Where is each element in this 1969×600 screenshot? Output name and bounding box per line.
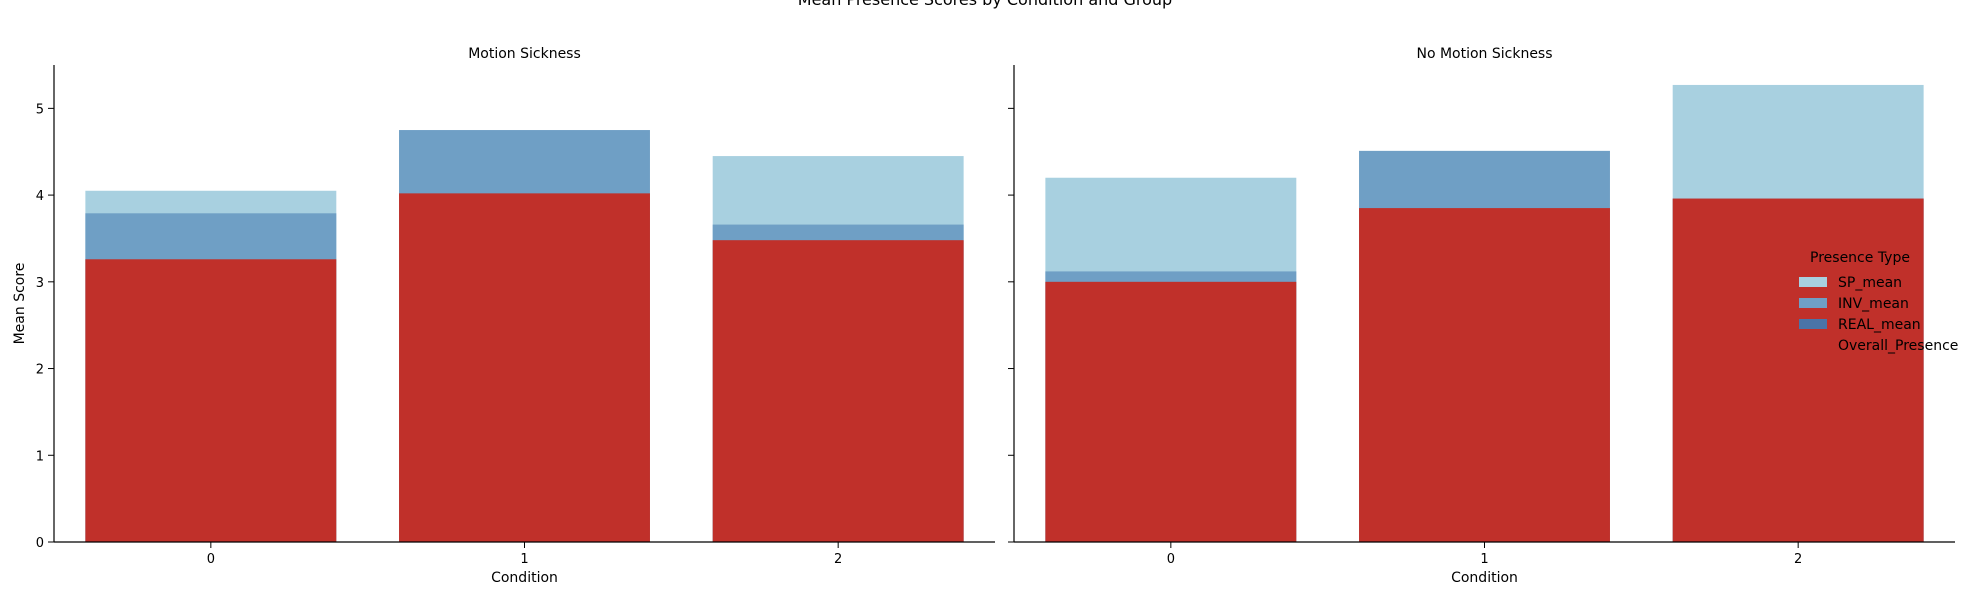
x-tick-label: 2 [1794, 552, 1802, 567]
legend-items: SP_mean INV_mean REAL_mean Overall_Presence [1799, 275, 1958, 354]
x-tick-label: 0 [1167, 552, 1175, 567]
legend-label-INV_mean: INV_mean [1838, 296, 1909, 312]
y-tick-label: 0 [36, 536, 44, 551]
legend-swatch-REAL_mean [1799, 319, 1827, 329]
legend-label-REAL_mean: REAL_mean [1838, 317, 1921, 333]
panel-1: 0 1 2 Condition No Motion Sickness [1008, 46, 1955, 586]
x-tick-label: 1 [1480, 552, 1488, 567]
legend: Presence Type SP_mean INV_mean REAL_mean Ov… [1799, 250, 1958, 354]
x-axis-label: Condition [1451, 570, 1518, 586]
x-axis-label: Condition [491, 570, 558, 586]
y-tick-label: 3 [36, 276, 44, 291]
legend-swatch-INV_mean [1799, 298, 1827, 308]
x-tick-label: 0 [207, 552, 215, 567]
bar-Overall_Presence-0 [1045, 281, 1297, 542]
bar-Overall_Presence-1 [399, 193, 650, 542]
y-tick-label: 5 [36, 102, 44, 117]
bar-Overall_Presence-0 [85, 259, 337, 542]
panel-title: No Motion Sickness [1416, 46, 1552, 62]
x-tick-label: 1 [520, 552, 528, 567]
legend-title: Presence Type [1810, 250, 1910, 266]
legend-label-Overall_Presence: Overall_Presence [1838, 338, 1958, 354]
bar-Overall_Presence-2 [1672, 198, 1924, 542]
legend-swatch-SP_mean [1799, 277, 1827, 287]
y-tick-label: 1 [36, 449, 44, 464]
y-tick-label: 2 [36, 363, 44, 378]
x-tick-label: 2 [834, 552, 842, 567]
panels: 0 1 2 0 1 2 3 4 5 Condition Motion Sickness Mean Sc… [12, 46, 1955, 586]
legend-label-SP_mean: SP_mean [1838, 275, 1902, 291]
y-axis-label: Mean Score [12, 263, 28, 345]
bar-Overall_Presence-1 [1359, 208, 1610, 542]
figure-title: Mean Presence Scores by Condition and Gr… [798, 0, 1172, 9]
panel-title: Motion Sickness [468, 46, 581, 62]
y-tick-label: 4 [36, 189, 44, 204]
bar-Overall_Presence-2 [712, 240, 964, 542]
panel-0: 0 1 2 0 1 2 3 4 5 Condition Motion Sickness Mean Sc… [12, 46, 995, 586]
